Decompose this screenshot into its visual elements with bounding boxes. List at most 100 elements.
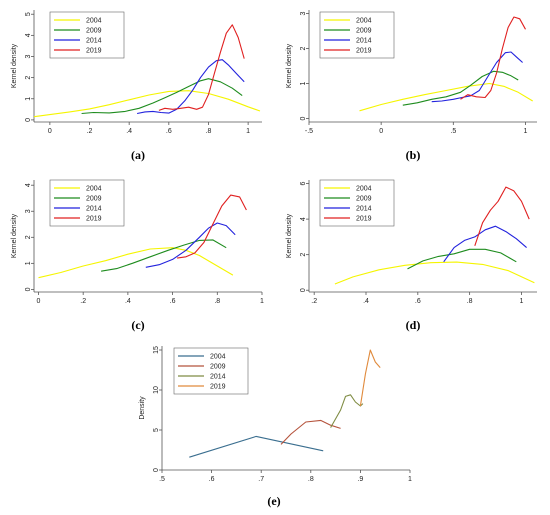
x-tick-label: 1: [260, 298, 264, 305]
series-line-2014: [330, 394, 364, 428]
legend-label: 2009: [356, 196, 372, 203]
series-line-2019: [359, 349, 381, 407]
series-line-2009: [280, 419, 341, 445]
y-tick-label: 2: [300, 46, 307, 50]
y-tick-label: 2: [25, 76, 32, 80]
y-tick-label: 10: [153, 386, 160, 394]
panel-label-c: (c): [131, 318, 145, 332]
legend-label: 2014: [356, 206, 372, 213]
x-tick-label: 0: [37, 298, 41, 305]
y-axis-title: Kernel density: [11, 213, 18, 258]
series-line-2019: [158, 24, 245, 111]
y-tick-label: 3: [300, 11, 307, 15]
x-tick-label: .6: [415, 298, 421, 305]
legend-label: 2004: [86, 186, 102, 193]
x-tick-label: .6: [170, 298, 176, 305]
x-tick-label: 0: [379, 128, 383, 135]
series-line-2004: [33, 90, 261, 118]
y-tick-label: 6: [300, 182, 307, 186]
legend-label: 2014: [86, 206, 102, 213]
legend-label: 2019: [86, 48, 102, 55]
y-tick-label: 1: [25, 97, 32, 101]
x-tick-label: .9: [357, 476, 363, 483]
legend-label: 2019: [356, 216, 372, 223]
series-line-2019: [460, 16, 526, 100]
legend-label: 2009: [210, 364, 226, 371]
x-tick-label: .4: [363, 298, 369, 305]
x-tick-label: .2: [311, 298, 317, 305]
x-tick-label: .8: [214, 298, 220, 305]
x-tick-label: 1: [524, 128, 528, 135]
legend-label: 2009: [86, 196, 102, 203]
x-tick-label: .4: [125, 298, 131, 305]
x-tick-label: .2: [80, 298, 86, 305]
series-line-2009: [407, 248, 517, 270]
x-tick-label: .6: [209, 476, 215, 483]
legend-label: 2004: [86, 18, 102, 25]
y-tick-label: 15: [153, 346, 160, 354]
series-line-2014: [136, 59, 245, 115]
y-axis-title: Kernel density: [286, 213, 293, 258]
x-tick-label: .2: [87, 128, 93, 135]
panel-label-d: (d): [405, 318, 421, 332]
legend-label: 2019: [210, 384, 226, 391]
x-tick-label: .4: [126, 128, 132, 135]
y-tick-label: 3: [25, 54, 32, 58]
panel-label-e: (e): [267, 494, 281, 508]
x-tick-label: 1: [520, 298, 524, 305]
x-tick-label: .8: [467, 298, 473, 305]
x-tick-label: .8: [308, 476, 314, 483]
y-tick-label: 5: [153, 428, 160, 432]
chart-b: -.5 0 .5 1 0 1 2 3 Kernel density 2004 2009 2014 201…: [286, 10, 537, 135]
y-tick-label: 1: [300, 81, 307, 85]
y-tick-label: 2: [25, 235, 32, 239]
y-tick-label: 5: [25, 12, 32, 16]
series-line-2014: [431, 51, 523, 103]
y-axis-title: Density: [139, 396, 146, 420]
y-tick-label: 4: [25, 33, 32, 37]
series-line-2009: [101, 239, 227, 272]
y-tick-label: 4: [300, 217, 307, 221]
y-tick-label: 1: [25, 261, 32, 265]
series-line-2004: [334, 261, 535, 285]
x-tick-label: .6: [166, 128, 172, 135]
x-tick-label: .7: [258, 476, 264, 483]
legend-label: 2019: [86, 216, 102, 223]
series-line-2004: [38, 247, 234, 279]
legend-label: 2004: [210, 354, 226, 361]
chart-c: 0 .2 .4 .6 .8 1 0 1 2 3 4 Kernel density 2004 2009 201…: [11, 179, 264, 305]
x-tick-label: .5: [159, 476, 165, 483]
series-line-2009: [402, 70, 519, 106]
y-axis-title: Kernel density: [11, 43, 18, 88]
panel-label-a: (a): [131, 148, 145, 162]
series-line-2019: [474, 186, 530, 246]
series-line-2014: [145, 222, 236, 268]
y-tick-label: 0: [25, 118, 32, 122]
legend-label: 2019: [356, 48, 372, 55]
x-tick-label: 1: [408, 476, 412, 483]
y-tick-label: 0: [300, 288, 307, 292]
legend-label: 2009: [356, 28, 372, 35]
y-tick-label: 0: [300, 116, 307, 120]
y-tick-label: 3: [25, 209, 32, 213]
x-tick-label: -.5: [305, 128, 313, 135]
panel-label-b: (b): [405, 148, 421, 162]
legend-label: 2009: [86, 28, 102, 35]
x-tick-label: 0: [48, 128, 52, 135]
series-line-2004: [359, 82, 533, 112]
x-tick-label: .8: [206, 128, 212, 135]
y-tick-label: 0: [153, 468, 160, 472]
legend-label: 2014: [356, 38, 372, 45]
x-tick-label: 1: [246, 128, 250, 135]
y-tick-label: 0: [25, 287, 32, 291]
y-axis-title: Kernel density: [286, 43, 293, 88]
legend-label: 2014: [86, 38, 102, 45]
chart-d: .2 .4 .6 .8 1 0 2 4 6 Kernel density 2004 2009 2014 2…: [286, 179, 537, 305]
series-line-2004: [189, 435, 324, 458]
legend-label: 2004: [356, 18, 372, 25]
x-tick-label: .5: [450, 128, 456, 135]
series-line-2014: [443, 225, 527, 263]
legend-label: 2004: [356, 186, 372, 193]
y-tick-label: 2: [300, 253, 307, 257]
series-line-2009: [81, 78, 243, 115]
